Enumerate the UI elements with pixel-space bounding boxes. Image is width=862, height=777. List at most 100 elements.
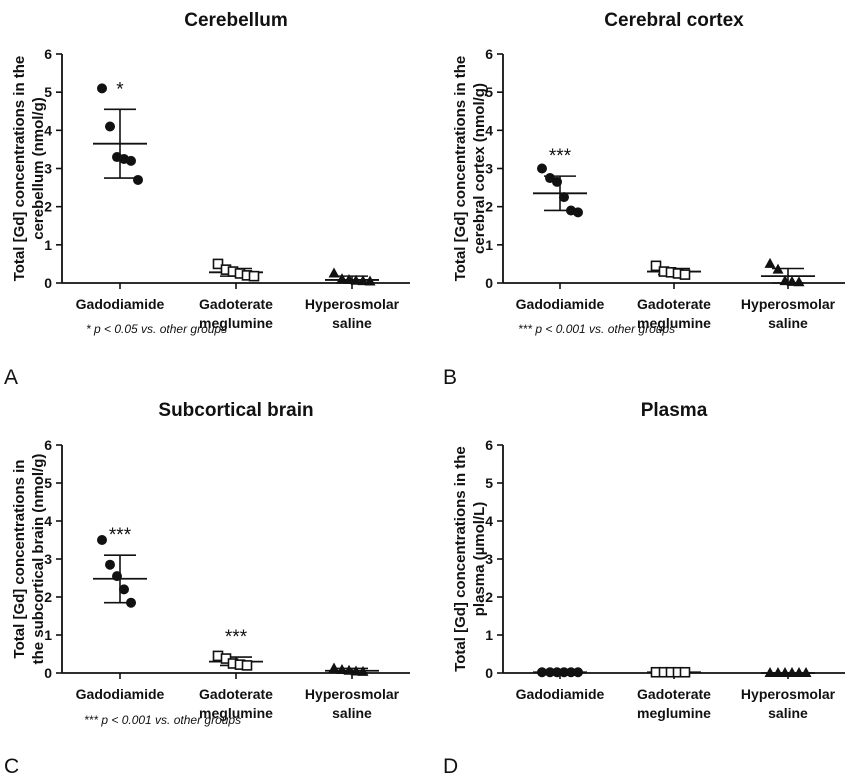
y-axis-label: Total [Gd] concentrations in the cerebral…	[452, 56, 488, 282]
panel-title: Subcortical brain	[158, 400, 313, 421]
data-point-circle	[559, 192, 569, 203]
x-category-label: Gadoterate	[199, 686, 273, 702]
x-category-label: saline	[332, 315, 372, 331]
data-point-circle	[126, 597, 136, 608]
data-point-circle	[112, 571, 122, 582]
data-group-1: ***	[93, 525, 147, 608]
y-tick-label: 2	[44, 589, 52, 605]
data-group-2	[647, 260, 701, 280]
data-point-triangle	[764, 257, 776, 268]
y-tick-label: 4	[485, 513, 493, 529]
data-point-square	[650, 260, 662, 272]
x-category-label: Gadodiamide	[76, 296, 165, 312]
data-point-triangle	[343, 273, 355, 284]
panel-title: Cerebellum	[184, 10, 287, 31]
data-point-triangle	[364, 275, 376, 286]
x-category-label: Hyperosmolar	[305, 686, 400, 702]
x-category-label: Gadodiamide	[76, 686, 165, 702]
x-category-label: saline	[768, 705, 808, 721]
x-category-label: Gadoterate	[637, 686, 711, 702]
x-category-label: saline	[332, 705, 372, 721]
data-point-circle	[537, 163, 547, 174]
y-tick-label: 2	[485, 589, 493, 605]
y-tick-label: 5	[485, 84, 493, 100]
y-tick-label: 0	[485, 275, 493, 291]
y-axis-label-line: Total [Gd] concentrations in the	[452, 56, 469, 282]
data-group-3	[325, 662, 379, 676]
y-tick-label: 4	[44, 122, 52, 138]
y-axis-label-line: plasma (µmol/L)	[471, 502, 488, 617]
x-category-label: Gadoterate	[199, 296, 273, 312]
data-point-triangle	[779, 275, 791, 286]
x-category-label: Gadodiamide	[516, 686, 605, 702]
y-tick-label: 0	[485, 665, 493, 681]
significance-label: *	[116, 79, 124, 100]
data-point-circle	[133, 174, 143, 185]
x-category-label: saline	[768, 315, 808, 331]
data-point-triangle	[793, 667, 805, 677]
x-category-label: meglumine	[637, 705, 711, 721]
data-point-circle	[97, 535, 107, 545]
significance-label: ***	[549, 146, 572, 167]
y-tick-label: 1	[485, 627, 493, 643]
data-point-circle	[105, 121, 115, 132]
y-axis-label-line: Total [Gd] concentrations in the	[11, 56, 28, 282]
data-point-triangle	[343, 664, 355, 675]
data-point-triangle	[772, 667, 784, 677]
x-category-label: Hyperosmolar	[741, 296, 836, 312]
panel-letter: A	[4, 366, 18, 389]
y-tick-label: 6	[44, 46, 52, 62]
x-category-label: meglumine	[199, 705, 273, 721]
data-point-triangle	[336, 663, 348, 674]
y-tick-label: 0	[44, 665, 52, 681]
panel-letter: C	[4, 755, 19, 777]
chart-panel-c: Subcortical brain Total [Gd] concentratio…	[4, 400, 410, 777]
data-point-circle	[97, 83, 107, 94]
data-group-1: ***	[533, 146, 587, 218]
panel-letter: B	[443, 366, 457, 389]
x-category-label: meglumine	[637, 315, 711, 331]
footnote: *** p < 0.001 vs. other groups	[518, 322, 675, 336]
data-group-3	[325, 267, 379, 286]
data-point-triangle	[336, 273, 348, 284]
data-point-triangle	[793, 276, 805, 287]
panel-title: Cerebral cortex	[604, 10, 744, 31]
chart-panel-b: Cerebral cortex Total [Gd] concentrations…	[443, 10, 845, 389]
data-point-triangle	[350, 665, 362, 676]
data-point-circle	[545, 667, 555, 678]
y-tick-label: 1	[485, 237, 493, 253]
y-tick-label: 4	[44, 513, 52, 529]
data-point-square	[248, 270, 260, 282]
data-point-square	[679, 269, 691, 280]
chart-panel-a: Cerebellum Total [Gd] concentrations in t…	[4, 10, 410, 389]
chart-panel-d: Plasma Total [Gd] concentrations in the pl…	[443, 400, 845, 777]
data-point-circle	[552, 176, 562, 187]
x-category-label: meglumine	[199, 315, 273, 331]
data-point-circle	[105, 559, 115, 570]
data-point-circle	[573, 667, 583, 678]
data-group-1: *	[93, 79, 147, 185]
panel-letter: D	[443, 755, 458, 777]
data-group-2	[647, 666, 701, 678]
data-point-triangle	[357, 275, 369, 286]
significance-label: ***	[225, 627, 248, 648]
y-tick-label: 5	[44, 84, 52, 100]
y-tick-label: 3	[44, 551, 52, 567]
data-group-1	[533, 667, 587, 678]
data-group-2	[209, 258, 263, 282]
data-point-triangle	[779, 667, 791, 677]
y-tick-label: 1	[44, 627, 52, 643]
data-point-circle	[119, 584, 129, 595]
data-point-triangle	[786, 275, 798, 286]
footnote: * p < 0.05 vs. other groups	[86, 322, 227, 336]
data-point-circle	[559, 667, 569, 678]
y-tick-label: 3	[44, 161, 52, 177]
data-point-circle	[566, 667, 576, 678]
x-category-label: Gadodiamide	[516, 296, 605, 312]
data-point-triangle	[328, 267, 340, 278]
y-tick-label: 2	[485, 199, 493, 215]
x-category-label: Hyperosmolar	[305, 296, 400, 312]
data-point-triangle	[800, 667, 812, 677]
y-axis-label-line: cerebral cortex (nmol/g)	[471, 83, 488, 254]
